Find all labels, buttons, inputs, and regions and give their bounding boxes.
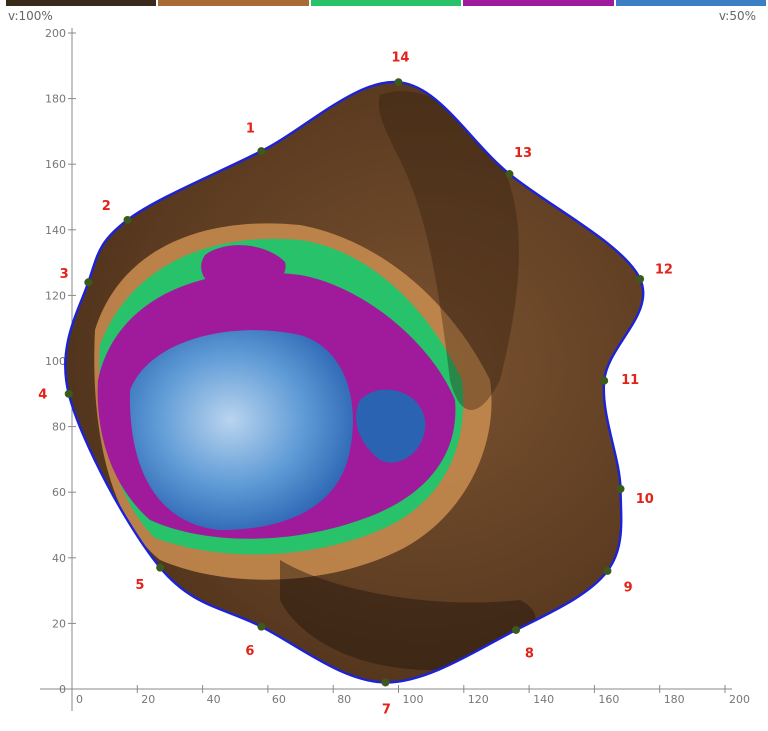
y-tick-label: 180 xyxy=(45,93,66,106)
y-tick-label: 160 xyxy=(45,158,66,171)
vertex-label: 7 xyxy=(382,702,391,717)
region-magenta-top xyxy=(201,245,286,293)
color-scale-bar xyxy=(6,0,768,6)
y-tick-label: 60 xyxy=(52,486,66,499)
vertex-label: 9 xyxy=(624,581,633,596)
y-tick-label: 20 xyxy=(52,617,66,630)
vertex-label: 12 xyxy=(655,263,673,278)
outline-vertex xyxy=(64,389,73,398)
region-blue xyxy=(129,330,353,530)
outline-vertex xyxy=(616,484,625,493)
vertex-label: 11 xyxy=(621,373,639,388)
x-tick-label: 40 xyxy=(207,693,221,706)
vertex-label: 4 xyxy=(38,388,47,403)
x-tick-label: 60 xyxy=(272,693,286,706)
vertex-label: 3 xyxy=(60,267,69,282)
vertex-label: 8 xyxy=(525,646,534,661)
color-scale-segment xyxy=(158,0,309,6)
x-tick-label: 20 xyxy=(141,693,155,706)
color-scale-segment xyxy=(463,0,614,6)
scale-min-label: v:50% xyxy=(718,9,756,23)
vertex-label: 6 xyxy=(245,644,254,659)
vertex-label: 2 xyxy=(102,199,111,214)
outline-layer xyxy=(64,78,645,687)
vertex-label: 5 xyxy=(135,578,144,593)
outline-vertex xyxy=(257,622,266,631)
y-tick-label: 200 xyxy=(45,27,66,40)
y-tick-label: 140 xyxy=(45,224,66,237)
outline-vertex xyxy=(84,278,93,287)
region-blue-small xyxy=(356,389,426,463)
y-tick-label: 40 xyxy=(52,552,66,565)
color-scale-segment xyxy=(6,0,157,6)
y-tick-label: 0 xyxy=(59,683,66,696)
outline-vertex xyxy=(600,376,609,385)
x-tick-label: 80 xyxy=(337,693,351,706)
x-tick-label: 0 xyxy=(76,693,83,706)
region-dark-bottom xyxy=(280,560,536,671)
y-tick-label: 100 xyxy=(45,355,66,368)
region-dark-streak xyxy=(378,91,519,410)
vertex-label: 14 xyxy=(391,50,409,65)
color-scale-segment xyxy=(310,0,462,6)
x-tick-label: 120 xyxy=(468,693,489,706)
outline-vertex xyxy=(512,625,521,634)
color-scale-segment xyxy=(615,0,767,6)
outline-vertex xyxy=(394,78,403,87)
y-tick-label: 120 xyxy=(45,289,66,302)
outline-vertex xyxy=(123,215,132,224)
axes: 0 20 40 60 80 100 120 140 160 180 200 0 20 40 60 80 100 1… xyxy=(40,27,750,711)
outline-vertex xyxy=(505,170,514,179)
outline-vertex xyxy=(603,566,612,575)
vertex-label: 1 xyxy=(246,122,255,137)
x-tick-label: 180 xyxy=(664,693,685,706)
outline-vertex xyxy=(257,147,266,156)
vertex-label: 13 xyxy=(514,146,532,161)
scale-max-label: v:100% xyxy=(8,9,53,23)
x-tick-label: 100 xyxy=(403,693,424,706)
outline-vertex xyxy=(156,563,165,572)
x-tick-label: 200 xyxy=(729,693,750,706)
outline-vertex xyxy=(381,678,390,687)
x-tick-label: 140 xyxy=(533,693,554,706)
x-tick-label: 160 xyxy=(598,693,619,706)
vertex-label: 10 xyxy=(636,492,654,507)
outline-vertex xyxy=(636,275,645,283)
y-tick-label: 80 xyxy=(52,421,66,434)
